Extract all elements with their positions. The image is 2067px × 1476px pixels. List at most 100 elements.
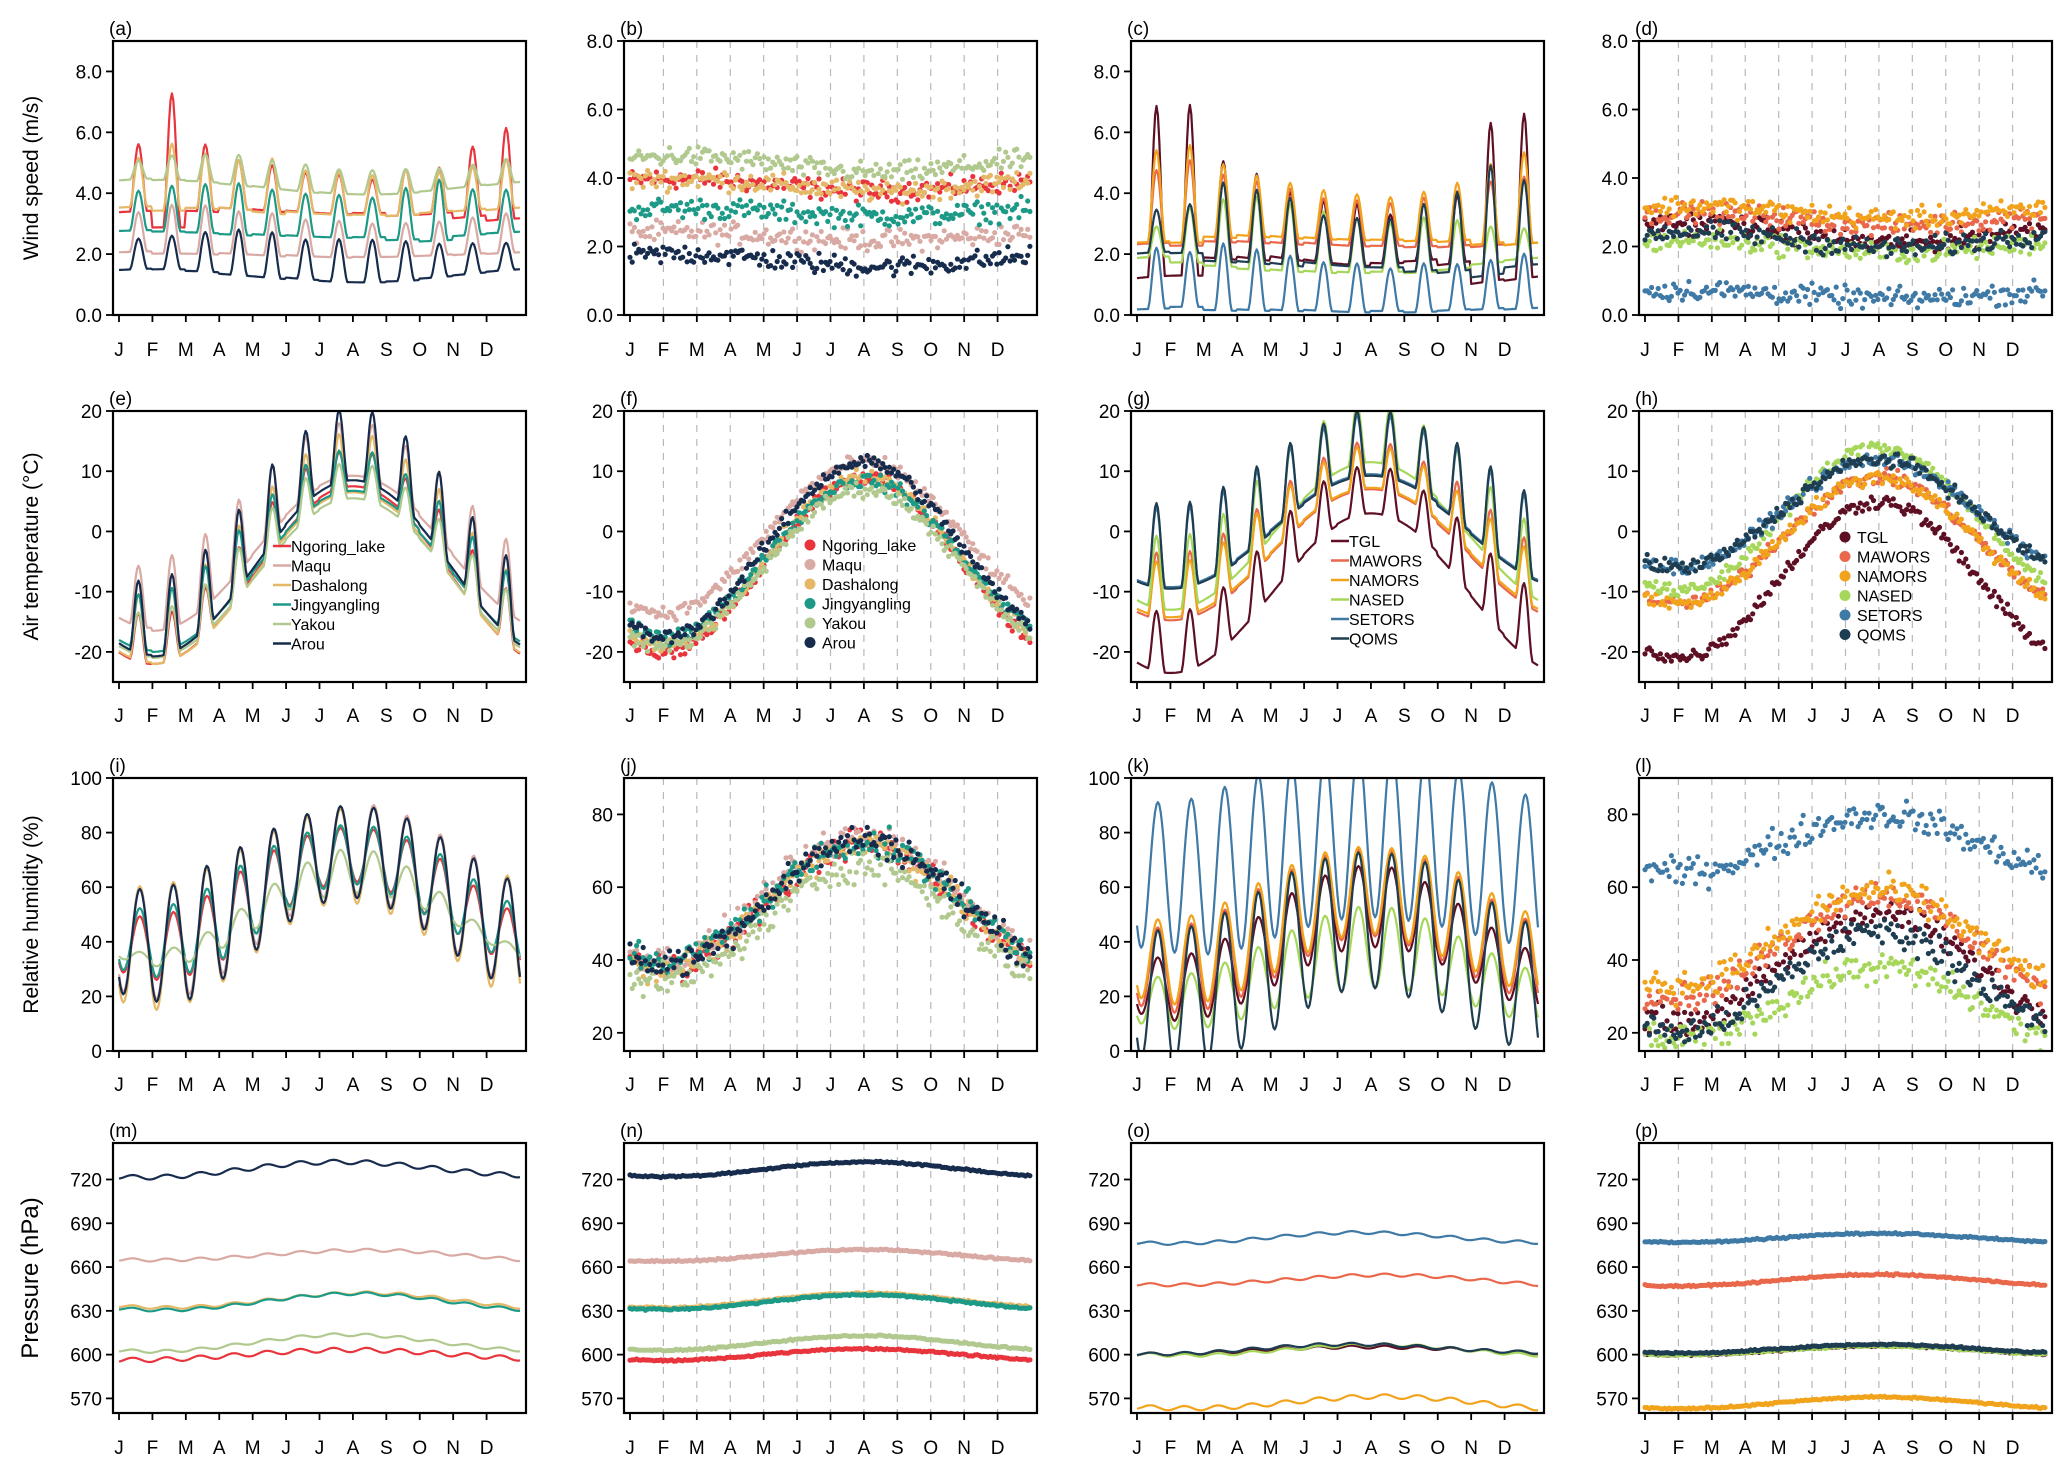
data-point [1963, 293, 1969, 299]
data-point [860, 168, 866, 174]
data-point [1754, 545, 1760, 552]
y-tick-label: 10 [1099, 462, 1120, 483]
data-point [1662, 195, 1668, 201]
data-point [1750, 611, 1756, 617]
data-point [763, 568, 769, 574]
data-point [1802, 515, 1808, 521]
data-point [1660, 294, 1666, 301]
data-point [783, 508, 789, 514]
data-point [998, 571, 1004, 577]
data-point [1758, 530, 1765, 536]
data-point [2042, 580, 2048, 586]
data-point [1930, 497, 1936, 503]
data-point [660, 244, 666, 250]
x-tick-label: F [658, 706, 670, 727]
data-point [1003, 255, 1009, 261]
data-point [827, 233, 833, 239]
data-point [1873, 292, 1879, 298]
data-point [2031, 230, 2037, 236]
data-point [2024, 293, 2030, 299]
x-tick-label: M [1196, 706, 1212, 727]
data-point [1743, 555, 1749, 562]
data-point [682, 172, 688, 179]
data-point [1642, 237, 1648, 243]
data-point [1956, 239, 1962, 245]
data-point [970, 211, 976, 217]
y-tick-label: -20 [75, 643, 102, 664]
data-point [1758, 548, 1765, 555]
data-point [1802, 294, 1808, 300]
y-tick-label: 40 [81, 933, 102, 954]
data-point [728, 208, 734, 214]
data-point [792, 220, 798, 226]
data-point [629, 630, 635, 637]
data-point [1961, 211, 1967, 217]
legend-label: NASED [1349, 593, 1404, 610]
data-point [943, 519, 950, 525]
data-point [634, 180, 640, 186]
data-point [994, 606, 1000, 612]
data-point [631, 224, 638, 230]
data-point [1780, 574, 1786, 580]
data-point [2037, 288, 2044, 294]
data-point [831, 171, 837, 177]
data-point [1675, 200, 1681, 207]
data-point [1822, 228, 1828, 234]
data-point [1848, 229, 1855, 235]
data-point [1881, 212, 1888, 219]
data-point [710, 222, 717, 228]
data-point [1851, 458, 1857, 464]
data-point [2022, 216, 2028, 222]
data-point [1785, 528, 1791, 535]
data-point [1838, 305, 1844, 312]
data-point [882, 232, 888, 238]
data-point [1005, 174, 1011, 180]
data-point [1723, 562, 1729, 569]
data-point [763, 167, 769, 173]
data-point [750, 162, 756, 168]
data-point [948, 543, 954, 549]
x-tick-label: J [114, 706, 124, 727]
data-point [1917, 491, 1923, 497]
data-point [656, 173, 662, 180]
data-point [838, 474, 844, 480]
data-point [954, 256, 961, 262]
data-point [693, 640, 699, 647]
data-point [1820, 215, 1826, 221]
data-point [932, 531, 939, 537]
data-point [629, 229, 635, 235]
x-tick-label: N [446, 340, 460, 361]
x-tick-label: S [1398, 340, 1411, 361]
data-point [952, 236, 958, 242]
data-point [645, 207, 651, 213]
data-point [805, 256, 811, 262]
data-point [838, 189, 844, 196]
x-tick-label: D [1498, 706, 1512, 727]
data-point [717, 586, 723, 592]
data-point [1859, 442, 1866, 448]
data-point [1811, 480, 1817, 486]
data-point [2009, 225, 2015, 231]
x-tick-label: M [1704, 340, 1720, 361]
data-point [1824, 222, 1830, 229]
data-point [1725, 242, 1732, 248]
data-point [713, 622, 719, 628]
data-point [1855, 482, 1861, 488]
x-tick-label: J [1132, 340, 1142, 361]
data-point [946, 182, 952, 188]
data-point [1864, 501, 1870, 507]
data-point [772, 265, 778, 271]
data-point [853, 233, 859, 239]
x-tick-label: M [1771, 706, 1787, 727]
data-point [992, 209, 998, 215]
data-point [653, 247, 660, 253]
data-point [688, 158, 695, 164]
data-point [935, 159, 941, 165]
data-point [1943, 488, 1949, 494]
legend-label: QOMS [1857, 628, 1906, 645]
data-point [1879, 216, 1885, 222]
data-point [737, 197, 743, 203]
data-point [976, 234, 983, 240]
data-point [675, 207, 681, 213]
